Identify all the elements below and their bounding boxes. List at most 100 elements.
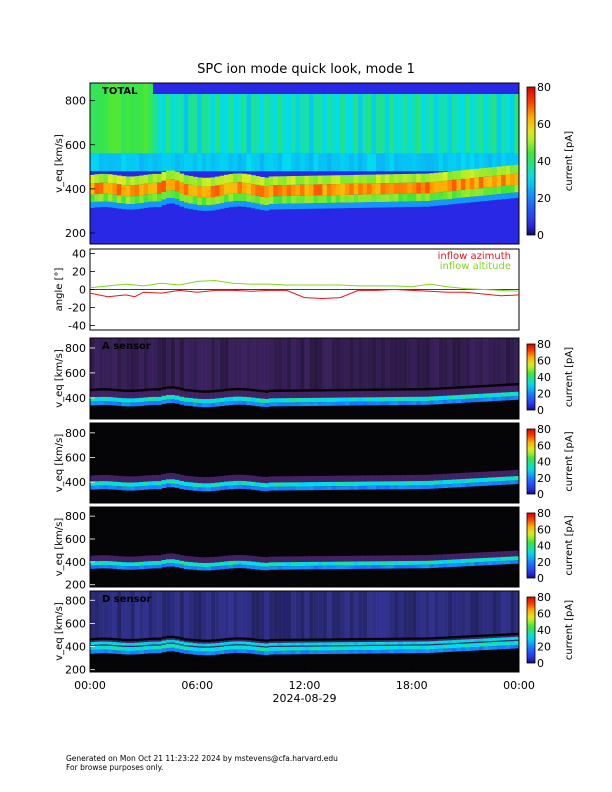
heatmap-cell [465, 197, 471, 203]
heatmap-cell [505, 338, 511, 384]
heatmap-cell [98, 201, 104, 207]
heatmap-cell [380, 475, 386, 482]
heatmap-cell [362, 401, 368, 406]
heatmap-cell [380, 561, 386, 566]
heatmap-cell [362, 338, 368, 389]
heatmap-cell [304, 556, 310, 562]
heatmap-cell [451, 563, 457, 567]
heatmap-cell [438, 591, 444, 637]
heatmap-cell [197, 643, 203, 647]
heatmap-cell [465, 472, 471, 479]
heatmap-cell [233, 591, 238, 638]
heatmap-cell [241, 474, 247, 482]
heatmap-cell [259, 402, 265, 407]
heatmap-cell [460, 483, 466, 487]
heatmap-cell [474, 94, 480, 154]
heatmap-cell [170, 198, 176, 204]
heatmap-cell [380, 201, 386, 208]
heatmap-cell [393, 649, 399, 654]
heatmap-cell [134, 391, 140, 399]
heatmap-cell [335, 650, 341, 654]
heatmap-cell [514, 556, 520, 561]
heatmap-cell [300, 94, 305, 154]
heatmap-cell [460, 643, 466, 648]
heatmap-cell [371, 475, 377, 482]
heatmap-cell [282, 486, 288, 491]
heatmap-cell [514, 560, 520, 564]
heatmap-cell [469, 647, 475, 651]
heatmap-cell [376, 397, 381, 402]
heatmap-cell [282, 398, 288, 403]
heatmap-cell [384, 401, 390, 406]
heatmap-cell [460, 399, 466, 403]
heatmap-cell [492, 392, 498, 398]
heatmap-cell [322, 591, 328, 639]
heatmap-cell [456, 591, 462, 636]
heatmap-cell [340, 194, 346, 203]
heatmap-cell [465, 639, 471, 643]
heatmap-cell [246, 401, 252, 406]
heatmap-cell [192, 476, 198, 483]
heatmap-cell [233, 201, 238, 207]
heatmap-cell [98, 338, 104, 389]
heatmap-cell [344, 561, 350, 566]
heatmap-cell [389, 174, 395, 184]
heatmap-cell [322, 650, 328, 654]
heatmap-cell [492, 551, 498, 558]
heatmap-cell [308, 591, 314, 639]
heatmap-cell [393, 565, 399, 569]
heatmap-cell [268, 402, 274, 407]
heatmap-cell [344, 338, 350, 389]
heatmap-cell [246, 174, 252, 184]
heatmap-cell [143, 561, 149, 566]
heatmap-cell [434, 192, 439, 201]
heatmap-cell [90, 202, 95, 208]
heatmap-cell [469, 639, 475, 643]
footer-browse-note: For browse purposes only. [66, 763, 164, 772]
heatmap-cell [389, 338, 395, 389]
heatmap-cell [179, 555, 185, 561]
heatmap-cell [371, 650, 377, 654]
heatmap-cell [179, 94, 185, 154]
heatmap-cell [183, 646, 189, 651]
heatmap-cell [228, 338, 234, 389]
heatmap-cell [107, 83, 113, 154]
heatmap-cell [487, 471, 493, 478]
heatmap-cell [121, 476, 127, 483]
heatmap-cell [353, 153, 359, 172]
heatmap-cell [259, 487, 265, 491]
heatmap-cell [192, 94, 198, 154]
heatmap-cell [143, 397, 149, 402]
heatmap-cell [112, 153, 118, 172]
heatmap-cell [349, 401, 355, 406]
heatmap-cell [317, 475, 323, 483]
heatmap-cell [161, 473, 167, 481]
heatmap-cell [210, 566, 216, 571]
heatmap-cell [179, 201, 185, 207]
heatmap-cell [505, 193, 511, 199]
heatmap-cell [340, 475, 346, 482]
heatmap-cell [224, 401, 229, 406]
heatmap-cell [103, 401, 109, 405]
heatmap-cell [157, 474, 162, 482]
heatmap-cell [438, 389, 444, 396]
heatmap-cell [469, 478, 475, 483]
heatmap-cell [246, 485, 252, 490]
heatmap-cell [210, 177, 216, 187]
heatmap-cell [130, 651, 136, 655]
heatmap-cell [308, 565, 314, 570]
heatmap-cell [322, 556, 328, 562]
heatmap-cell [94, 201, 100, 208]
heatmap-cell [501, 591, 506, 634]
heatmap-cell [322, 475, 328, 482]
heatmap-cell [443, 648, 448, 653]
heatmap-cell [456, 647, 462, 652]
heatmap-cell [215, 566, 220, 570]
heatmap-cell [241, 645, 247, 650]
heatmap-cell [152, 591, 158, 638]
heatmap-cell [94, 555, 100, 562]
heatmap-cell [456, 190, 462, 199]
heatmap-cell [443, 94, 448, 154]
heatmap-cell [277, 398, 283, 403]
